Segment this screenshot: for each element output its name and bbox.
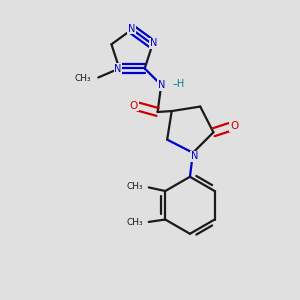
Text: N: N <box>150 38 158 48</box>
Text: –H: –H <box>172 79 185 89</box>
Text: N: N <box>191 152 198 161</box>
Text: N: N <box>128 23 135 34</box>
Text: N: N <box>114 64 122 74</box>
Text: CH₃: CH₃ <box>126 218 143 227</box>
Text: O: O <box>230 121 238 131</box>
Text: O: O <box>130 101 138 111</box>
Text: CH₃: CH₃ <box>126 182 143 191</box>
Text: CH₃: CH₃ <box>74 74 91 83</box>
Text: N: N <box>158 80 165 90</box>
